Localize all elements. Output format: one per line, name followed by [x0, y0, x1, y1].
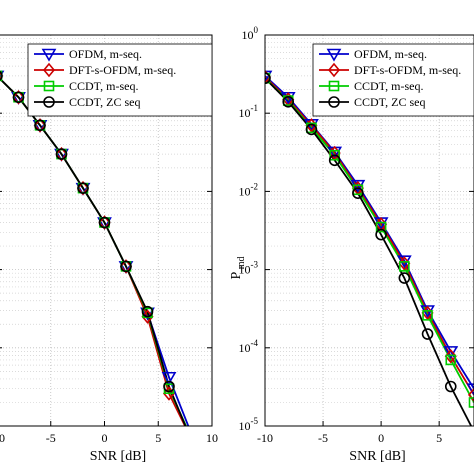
x-tick-label: 0: [102, 431, 108, 445]
legend-label-0: OFDM, m-seq.: [354, 47, 427, 61]
legend-box: [27, 43, 213, 117]
legend-label-1: DFT-s-OFDM, m-seq.: [69, 63, 176, 77]
data-point-3-8: [163, 380, 175, 393]
data-point-2-9: [186, 431, 195, 440]
legend-label-2: CCDT, m-seq.: [69, 79, 138, 93]
x-axis-label: SNR [dB]: [349, 449, 405, 464]
data-point-3-0: [0, 70, 3, 81]
data-point-3-0: [265, 72, 271, 85]
series-group: [0, 70, 197, 443]
data-point-0-0: [265, 70, 273, 84]
data-point-3-4: [77, 182, 89, 194]
series-line-2: [265, 77, 474, 403]
legend-label-0: OFDM, m-seq.: [69, 47, 142, 61]
data-point-3-3: [55, 148, 68, 160]
legend-box: [312, 43, 474, 117]
y-axis-label: P md: [229, 256, 247, 279]
legend-label-3: CCDT, ZC seq: [69, 95, 140, 109]
data-point-3-5: [98, 216, 111, 229]
data-point-2-9: [468, 397, 474, 408]
legend-marker-0: [41, 48, 57, 62]
series-line-3: [265, 77, 473, 426]
data-point-0-9: [185, 427, 197, 438]
x-tick-label: 0: [378, 431, 384, 445]
y-tick-label: 10-3: [239, 260, 259, 277]
series-line-2: [0, 77, 188, 426]
data-point-3-7: [141, 305, 154, 318]
data-point-3-5: [375, 228, 387, 241]
data-point-3-2: [34, 119, 46, 132]
legend-marker-3: [43, 96, 55, 108]
x-tick-label: -5: [318, 431, 328, 445]
legend-marker-2: [43, 80, 55, 92]
data-point-2-8: [445, 354, 457, 366]
y-tick-label: 10-2: [239, 181, 259, 198]
data-point-3-7: [421, 328, 434, 340]
x-tick-label: 5: [155, 431, 161, 445]
x-tick-label: 5: [436, 431, 442, 445]
x-tick-label: -5: [46, 431, 56, 445]
y-tick-label: 10-1: [239, 103, 259, 120]
data-point-3-1: [282, 95, 295, 108]
data-point-1-8: [162, 386, 176, 401]
data-point-0-9: [466, 383, 474, 397]
legend-label-3: CCDT, ZC seq: [354, 95, 425, 109]
y-tick-label: 100: [242, 25, 259, 42]
x-axis-label: SNR [dB]: [90, 449, 146, 464]
data-point-2-5: [375, 221, 387, 233]
series-line-1: [265, 76, 474, 396]
data-point-1-0: [0, 72, 4, 80]
left-chart-panel: -10 -5 0 5 10 SNR [dB] OFDM, m-seq. DFT-s-OFDM,…: [0, 34, 218, 464]
x-tick-label: 10: [206, 431, 218, 445]
legend-marker-1: [327, 62, 341, 78]
legend-label-1: DFT-s-OFDM, m-seq.: [354, 63, 461, 77]
series-line-1: [0, 77, 187, 426]
y-tick-label: 10-5: [239, 416, 259, 433]
series-line-0: [265, 75, 474, 390]
legend-marker-1: [42, 62, 56, 78]
x-tick-label: -10: [257, 431, 273, 445]
y-tick-label: 10-4: [239, 338, 259, 355]
data-point-0-8: [161, 371, 177, 385]
data-point-2-3: [329, 149, 340, 161]
series-line-0: [0, 77, 190, 426]
data-point-1-1: [12, 89, 25, 105]
data-point-1-5: [98, 215, 111, 230]
data-point-3-3: [328, 154, 341, 167]
axes-frame: [264, 34, 474, 427]
series-line-3: [0, 77, 187, 426]
data-point-3-9: [186, 433, 196, 443]
data-point-2-6: [399, 261, 410, 272]
data-point-1-3: [55, 146, 68, 162]
legend-marker-2: [328, 80, 340, 92]
data-point-0-8: [443, 346, 459, 359]
data-point-3-8: [444, 380, 457, 393]
right-chart-panel: -10 -5 0 5 SNR [dB] 100 10-1 10-2 10-3 10-4 10-5 P …: [229, 25, 474, 464]
series-group: [265, 69, 474, 426]
data-point-3-2: [305, 123, 318, 136]
legend-label-2: CCDT, m-seq.: [354, 79, 423, 93]
data-point-3-9: [472, 425, 474, 426]
data-point-1-8: [444, 348, 457, 364]
data-point-2-7: [422, 310, 433, 321]
data-point-3-6: [120, 260, 132, 273]
data-point-1-9: [467, 387, 474, 403]
data-point-1-9: [186, 431, 196, 443]
data-point-3-4: [352, 187, 364, 199]
legend: OFDM, m-seq. DFT-s-OFDM, m-seq. CCDT, m-se…: [312, 43, 474, 117]
legend-marker-0: [326, 48, 342, 62]
data-point-1-6: [119, 259, 133, 274]
x-tick-label: -10: [0, 431, 5, 445]
legend: OFDM, m-seq. DFT-s-OFDM, m-seq. CCDT, m-se…: [27, 43, 213, 117]
legend-marker-3: [328, 96, 340, 108]
data-point-3-1: [12, 91, 25, 104]
data-point-3-6: [398, 272, 411, 284]
data-point-1-4: [76, 180, 90, 196]
data-point-1-2: [33, 118, 47, 133]
